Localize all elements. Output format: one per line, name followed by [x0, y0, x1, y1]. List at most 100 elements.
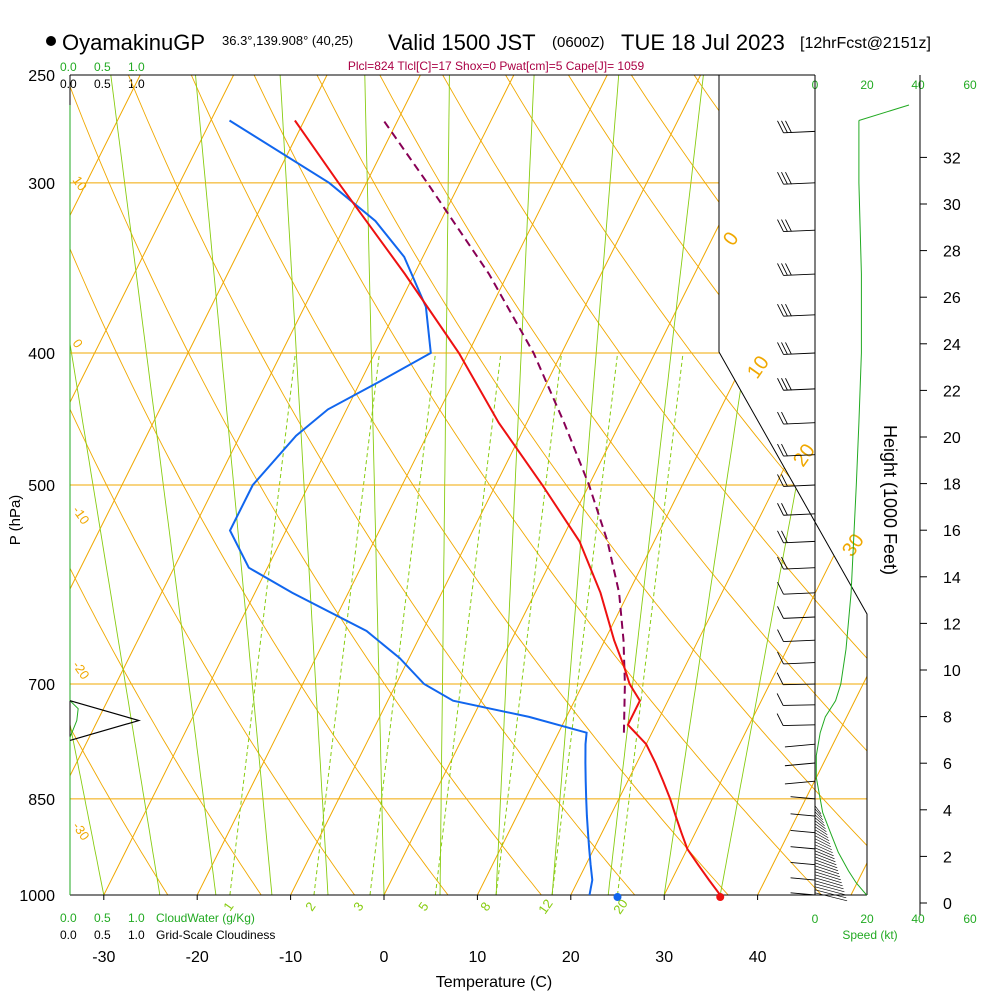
moist-adiabat-line [495, 51, 536, 924]
temperature-tick-label: 0 [380, 949, 389, 966]
speed-tick-bottom-3: 60 [963, 912, 977, 926]
isotherm-label: 10 [743, 352, 774, 383]
height-tick-label: 0 [943, 896, 952, 913]
height-axis-label: Height (1000 Feet) [880, 425, 900, 575]
cc-btick-0: 0.0 [60, 928, 77, 942]
wind-barb-staff [791, 847, 815, 849]
forecast-info: [12hrFcst@2151z] [800, 35, 931, 52]
height-tick-label: 16 [943, 523, 961, 540]
height-tick-label: 2 [943, 849, 952, 866]
pressure-tick-label: 500 [28, 478, 55, 495]
pressure-tick-label: 250 [28, 68, 55, 85]
cw-btick-2: 1.0 [128, 911, 145, 925]
dry-adiabat-line [802, 51, 1000, 924]
wind-speed-line [816, 121, 866, 896]
speed-tick-top-3: 60 [963, 78, 977, 92]
height-tick-label: 22 [943, 383, 961, 400]
moist-adiabat-line [193, 51, 274, 924]
wind-barb-staff [783, 541, 815, 542]
height-tick-label: 28 [943, 244, 961, 261]
adiabat-label: -10 [70, 503, 93, 527]
mixing-ratio-label: 12 [535, 896, 556, 916]
pressure-tick-label: 400 [28, 346, 55, 363]
cloud-water-label: CloudWater (g/Kg) [156, 911, 255, 925]
moist-adiabat-line [108, 51, 220, 924]
cc-btick-2: 1.0 [128, 928, 145, 942]
wind-barb-staff [783, 353, 815, 354]
wind-barb-staff [783, 183, 815, 184]
dry-adiabat-line [554, 51, 1000, 924]
height-tick-label: 18 [943, 477, 961, 494]
speed-tick-bottom-2: 40 [911, 912, 925, 926]
height-tick-label: 4 [943, 803, 952, 820]
isotherm-label: 0 [719, 228, 743, 250]
station-coords: 36.3°,139.908° (40,25) [222, 33, 353, 48]
wind-barb-staff [783, 423, 815, 424]
cc-tick-0: 0.0 [60, 77, 77, 91]
height-tick-label: 12 [943, 616, 961, 633]
speed-scale-top: 0 20 40 60 [812, 78, 977, 92]
wind-barb-staff [791, 862, 815, 864]
zulu-time: (0600Z) [552, 34, 605, 51]
sounding-profiles [230, 121, 725, 902]
temperature-tick-label: 40 [749, 949, 767, 966]
dry-adiabat-lines [0, 51, 1000, 924]
height-tick-label: 6 [943, 756, 952, 773]
cc-btick-1: 0.5 [94, 928, 111, 942]
speed-tick-bottom-0: 0 [812, 912, 819, 926]
cc-tick-1: 0.5 [94, 77, 111, 91]
wind-barb-staff [785, 781, 815, 784]
station-name: OyamakinuGP [62, 30, 205, 55]
cloud-water-profile [70, 105, 78, 895]
wind-barb-flag [777, 582, 783, 594]
adiabat-label: 0 [70, 336, 86, 351]
dry-adiabat-line [243, 51, 849, 924]
wind-barb-staff [785, 744, 815, 747]
temperature-tick-label: -10 [279, 949, 302, 966]
surface-dewpoint-point [614, 893, 622, 901]
surface-temperature-point [716, 893, 724, 901]
speed-scale-bottom: 0 20 40 60 Speed (kt) [812, 912, 977, 942]
temperature-tick-label: 30 [655, 949, 673, 966]
isotherm-line [851, 75, 1000, 895]
wind-barb-flag [777, 693, 783, 705]
temperature-tick-label: 10 [469, 949, 487, 966]
wind-barb-staff [791, 830, 815, 832]
mixing-ratio-line [314, 353, 380, 895]
wind-barbs [777, 121, 847, 901]
height-tick-label: 8 [943, 710, 952, 727]
mixing-ratio-line [552, 353, 618, 895]
dry-adiabat-line [926, 51, 1000, 924]
wind-speed-line-top [859, 105, 909, 121]
parcel-params: Plcl=824 Tlcl[C]=17 Shox=0 Pwat[cm]=5 Ca… [348, 59, 645, 73]
cloud-water-scale-bottom: 0.0 0.5 1.0 CloudWater (g/Kg) 0.0 0.5 1.… [60, 911, 275, 942]
wind-barb-staff [783, 389, 815, 390]
wind-barb-staff [783, 274, 815, 275]
mixing-ratio-label: 2 [302, 899, 318, 914]
parcel-curve [384, 121, 625, 733]
wind-barb-staff [783, 315, 815, 316]
adiabat-label: 10 [70, 173, 91, 193]
wind-barb-staff [783, 230, 815, 231]
temperature-tick-label: -30 [92, 949, 115, 966]
isobar-lines [70, 75, 867, 895]
wind-barb-staff [783, 640, 815, 641]
dewpoint-curve [230, 121, 593, 896]
plot-frame [70, 75, 920, 915]
wind-barb-flag [777, 673, 783, 685]
y-axis-label: P (hPa) [7, 495, 24, 546]
wind-barb-staff [785, 763, 815, 766]
dry-adiabat-line [0, 51, 376, 924]
cw-btick-1: 0.5 [94, 911, 111, 925]
valid-date: TUE 18 Jul 2023 [621, 30, 785, 55]
pressure-tick-label: 300 [28, 176, 55, 193]
height-tick-label: 14 [943, 570, 961, 587]
temperature-curve [295, 121, 720, 896]
height-tick-label: 24 [943, 337, 961, 354]
height-tick-label: 26 [943, 290, 961, 307]
mixing-ratio-label: 5 [415, 899, 431, 914]
wind-barb-staff [791, 878, 815, 880]
